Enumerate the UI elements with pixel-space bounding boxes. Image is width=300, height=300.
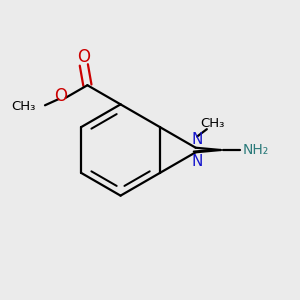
Text: O: O <box>54 87 67 105</box>
Text: N: N <box>191 132 203 147</box>
Text: O: O <box>77 48 90 66</box>
Text: N: N <box>191 154 203 169</box>
Text: CH₃: CH₃ <box>11 100 36 113</box>
Text: NH₂: NH₂ <box>243 143 269 157</box>
Text: CH₃: CH₃ <box>200 117 224 130</box>
